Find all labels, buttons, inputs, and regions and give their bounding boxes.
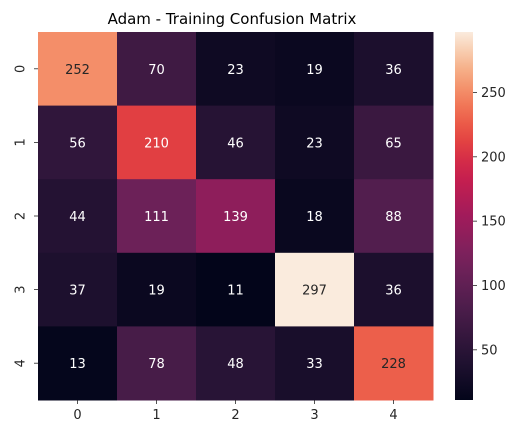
cell-value-label: 210 [144,136,169,151]
heatmap-cell [38,32,118,107]
colorbar-tick-label: 100 [481,279,506,294]
heatmap-cell [117,326,197,401]
x-tick-label: 1 [152,408,160,423]
cell-value-label: 19 [306,63,323,78]
y-tick-label: 3 [14,285,29,293]
heatmap-cell [354,105,434,180]
heatmap-cell [38,252,118,327]
heatmap-cell [275,252,355,327]
cell-value-label: 46 [227,136,244,151]
heatmap-cells [38,32,434,401]
cell-value-label: 48 [227,357,244,372]
heatmap-cell [196,32,276,107]
colorbar-tick-label: 200 [481,150,506,165]
heatmap-cell [196,252,276,327]
cell-value-label: 11 [227,284,244,299]
heatmap-cell [275,179,355,254]
y-tick-label: 1 [14,138,29,146]
cell-value-label: 37 [69,284,86,299]
colorbar-tick-label: 250 [481,86,506,101]
cell-value-label: 19 [148,284,165,299]
cell-value-label: 44 [69,210,86,225]
y-tick-label: 2 [14,212,29,220]
x-tick-label: 4 [389,408,397,423]
heatmap-cell [117,252,197,327]
heatmap-cell [38,326,118,401]
cell-value-label: 88 [385,210,402,225]
heatmap-cell [275,105,355,180]
chart-title: Adam - Training Confusion Matrix [108,10,357,28]
cell-value-label: 139 [223,210,248,225]
cell-value-label: 78 [148,357,165,372]
cell-value-label: 23 [306,136,323,151]
x-tick-label: 3 [310,408,318,423]
y-tick-label: 4 [14,359,29,367]
x-tick-label: 0 [73,408,81,423]
cell-value-label: 297 [302,284,327,299]
colorbar-tick-label: 50 [481,343,498,358]
heatmap-cell [117,32,197,107]
heatmap-cell [354,252,434,327]
heatmap-cell [38,179,118,254]
cell-value-label: 36 [385,63,402,78]
heatmap-cell [117,105,197,180]
cell-value-label: 70 [148,63,165,78]
cell-value-label: 228 [381,357,406,372]
cell-value-label: 252 [65,63,90,78]
heatmap-cell [354,32,434,107]
y-axis: 0 1 2 3 4 [14,65,38,367]
heatmap-cell [38,105,118,180]
cell-value-label: 23 [227,63,244,78]
cell-value-label: 56 [69,136,86,151]
heatmap-cell [196,105,276,180]
heatmap-cell [196,326,276,401]
cell-value-label: 18 [306,210,323,225]
y-tick-label: 0 [14,65,29,73]
heatmap-cell [117,179,197,254]
cell-value-label: 111 [144,210,169,225]
heatmap-cell [354,326,434,401]
colorbar-gradient [455,32,473,400]
colorbar-tick-label: 150 [481,215,506,230]
heatmap-cell [354,179,434,254]
cell-value-label: 13 [69,357,86,372]
heatmap-cell [196,179,276,254]
cell-annotations: 252 70 23 19 36 56 210 46 23 65 44 111 139 18 88 37 19 11… [65,63,406,372]
cell-value-label: 65 [385,136,402,151]
cell-value-label: 33 [306,357,323,372]
cell-value-label: 36 [385,284,402,299]
colorbar: 50 100 150 200 250 [455,32,506,400]
heatmap-cell [275,326,355,401]
heatmap-cell [275,32,355,107]
x-tick-label: 2 [231,408,239,423]
x-axis: 0 1 2 3 4 [73,400,398,423]
